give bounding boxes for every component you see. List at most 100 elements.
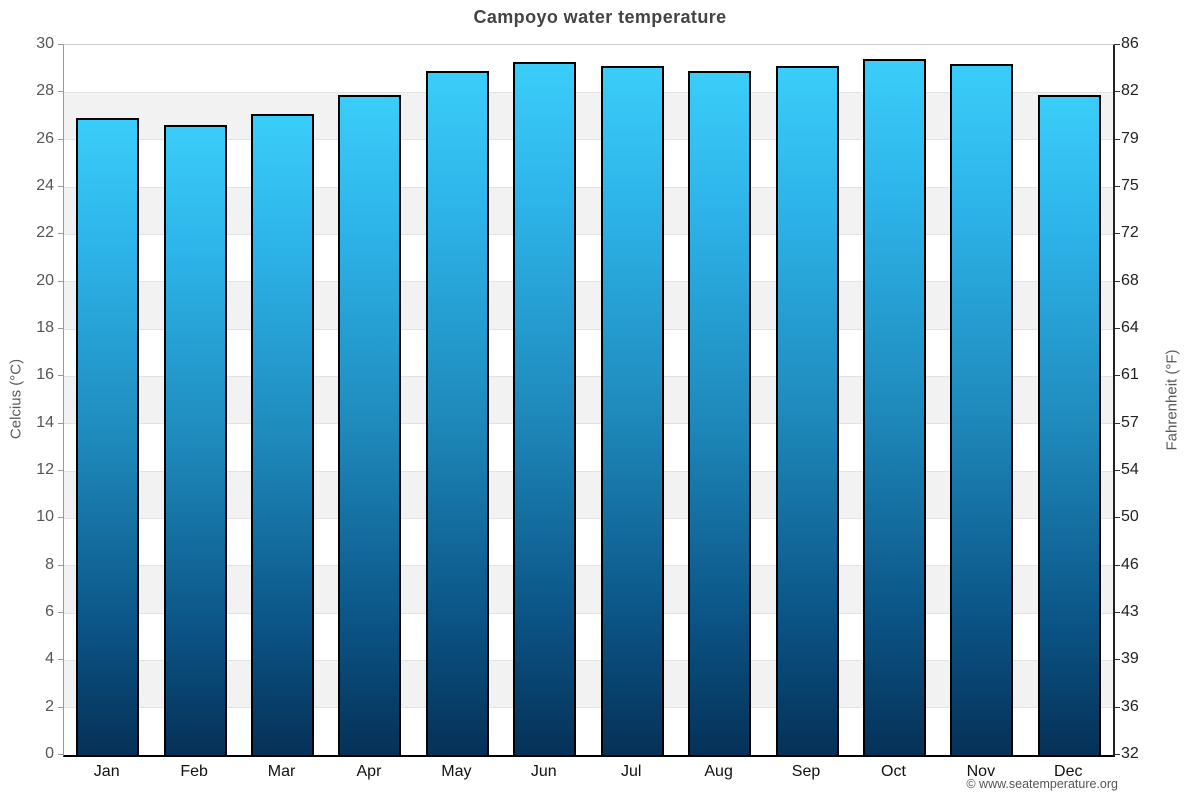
month-label: Mar bbox=[267, 763, 296, 780]
fahrenheit-tick-label: 46 bbox=[1121, 555, 1139, 573]
fahrenheit-tick-label: 61 bbox=[1121, 366, 1139, 384]
month-label: Jul bbox=[620, 763, 642, 780]
fahrenheit-tick-label: 86 bbox=[1121, 35, 1139, 52]
plot-band bbox=[64, 139, 1113, 187]
plot-band bbox=[64, 613, 1113, 661]
fahrenheit-tick-mark bbox=[1115, 564, 1120, 566]
celsius-tick-mark bbox=[58, 186, 63, 187]
fahrenheit-tick-mark bbox=[1115, 659, 1120, 661]
month-label: Jun bbox=[530, 763, 557, 780]
plot-band bbox=[64, 660, 1113, 708]
celsius-tick-label: 20 bbox=[36, 271, 54, 289]
celsius-tick-label: 0 bbox=[45, 745, 54, 762]
month-label: Sep bbox=[791, 763, 821, 780]
gridline bbox=[64, 328, 1113, 330]
fahrenheit-tick-mark bbox=[1115, 375, 1120, 377]
gridline bbox=[64, 423, 1113, 425]
gridline bbox=[64, 707, 1113, 709]
fahrenheit-tick-mark bbox=[1115, 470, 1120, 471]
month-label: May bbox=[441, 763, 472, 780]
celsius-tick-label: 10 bbox=[36, 508, 54, 526]
gridline bbox=[64, 470, 1113, 472]
gridline bbox=[64, 659, 1113, 661]
celsius-tick-mark bbox=[58, 280, 63, 282]
temperature-bar-oct bbox=[862, 59, 926, 755]
month-label: Oct bbox=[881, 763, 906, 780]
month-label: Dec bbox=[1054, 763, 1083, 780]
celsius-tick-mark bbox=[58, 517, 63, 519]
temperature-bar-feb bbox=[163, 125, 227, 755]
celsius-tick-mark bbox=[58, 422, 63, 424]
celsius-tick-label: 22 bbox=[36, 224, 54, 242]
month-label: Aug bbox=[704, 763, 733, 780]
fahrenheit-tick-label: 36 bbox=[1121, 697, 1139, 715]
fahrenheit-tick-mark bbox=[1115, 280, 1120, 282]
celsius-tick-label: 24 bbox=[36, 177, 54, 194]
temperature-bar-dec bbox=[1037, 94, 1101, 755]
celsius-tick-label: 6 bbox=[45, 603, 54, 620]
fahrenheit-tick-label: 39 bbox=[1121, 650, 1139, 668]
fahrenheit-tick-mark bbox=[1115, 91, 1120, 93]
celsius-tick-mark bbox=[58, 91, 63, 93]
plot-band bbox=[64, 376, 1113, 424]
fahrenheit-tick-mark bbox=[1115, 422, 1120, 424]
fahrenheit-tick-mark bbox=[1115, 328, 1120, 329]
month-label: Jan bbox=[93, 763, 120, 780]
celsius-tick-label: 18 bbox=[36, 319, 54, 336]
plot-band bbox=[64, 565, 1113, 613]
temperature-bar-may bbox=[425, 71, 489, 755]
footer-credit-link[interactable]: © www.seatemperature.org bbox=[966, 777, 1118, 791]
celsius-tick-label: 16 bbox=[36, 366, 54, 384]
fahrenheit-tick-label: 32 bbox=[1121, 745, 1139, 762]
fahrenheit-tick-label: 72 bbox=[1121, 224, 1139, 242]
month-label: Nov bbox=[966, 763, 996, 780]
celsius-tick-label: 2 bbox=[45, 697, 54, 715]
celsius-tick-mark bbox=[58, 470, 63, 471]
fahrenheit-tick-label: 50 bbox=[1121, 508, 1139, 526]
temperature-bar-apr bbox=[338, 94, 402, 755]
plot-band bbox=[64, 45, 1113, 93]
month-label: Apr bbox=[356, 763, 382, 780]
fahrenheit-tick-label: 43 bbox=[1121, 603, 1139, 620]
gridline bbox=[64, 139, 1113, 141]
plot-band bbox=[64, 471, 1113, 519]
temperature-bar-nov bbox=[950, 63, 1014, 755]
gridline bbox=[64, 186, 1113, 188]
celsius-tick-mark bbox=[58, 564, 63, 566]
fahrenheit-tick-label: 57 bbox=[1121, 413, 1139, 431]
gridline bbox=[64, 281, 1113, 283]
chart-title: Campoyo water temperature bbox=[473, 7, 727, 27]
fahrenheit-tick-mark bbox=[1115, 233, 1120, 235]
plot-band bbox=[64, 707, 1113, 755]
gridline bbox=[64, 375, 1113, 377]
celsius-tick-label: 8 bbox=[45, 555, 54, 573]
fahrenheit-tick-mark bbox=[1115, 612, 1120, 613]
celsius-tick-mark bbox=[58, 754, 63, 755]
fahrenheit-tick-mark bbox=[1115, 517, 1120, 519]
celsius-tick-mark bbox=[58, 375, 63, 377]
fahrenheit-tick-label: 54 bbox=[1121, 461, 1139, 478]
celsius-tick-mark bbox=[58, 44, 63, 45]
celsius-tick-label: 12 bbox=[36, 461, 54, 478]
celsius-tick-label: 30 bbox=[36, 35, 54, 52]
gridline bbox=[64, 233, 1113, 235]
fahrenheit-tick-mark bbox=[1115, 754, 1120, 755]
temperature-bar-jan bbox=[76, 118, 140, 755]
celsius-tick-mark bbox=[58, 659, 63, 661]
celsius-tick-label: 4 bbox=[45, 650, 54, 668]
fahrenheit-tick-label: 82 bbox=[1121, 82, 1139, 100]
plot-band bbox=[64, 518, 1113, 566]
temperature-bar-mar bbox=[251, 113, 315, 755]
fahrenheit-tick-mark bbox=[1115, 44, 1120, 45]
plot-band bbox=[64, 281, 1113, 329]
celsius-tick-mark bbox=[58, 138, 63, 140]
fahrenheit-tick-mark bbox=[1115, 138, 1120, 140]
celsius-tick-label: 26 bbox=[36, 129, 54, 147]
temperature-bar-sep bbox=[775, 66, 839, 755]
temperature-bar-jun bbox=[513, 61, 577, 755]
celsius-tick-label: 14 bbox=[36, 413, 54, 431]
temperature-bar-jul bbox=[600, 66, 664, 755]
celsius-tick-label: 28 bbox=[36, 82, 54, 100]
plot-band bbox=[64, 92, 1113, 140]
